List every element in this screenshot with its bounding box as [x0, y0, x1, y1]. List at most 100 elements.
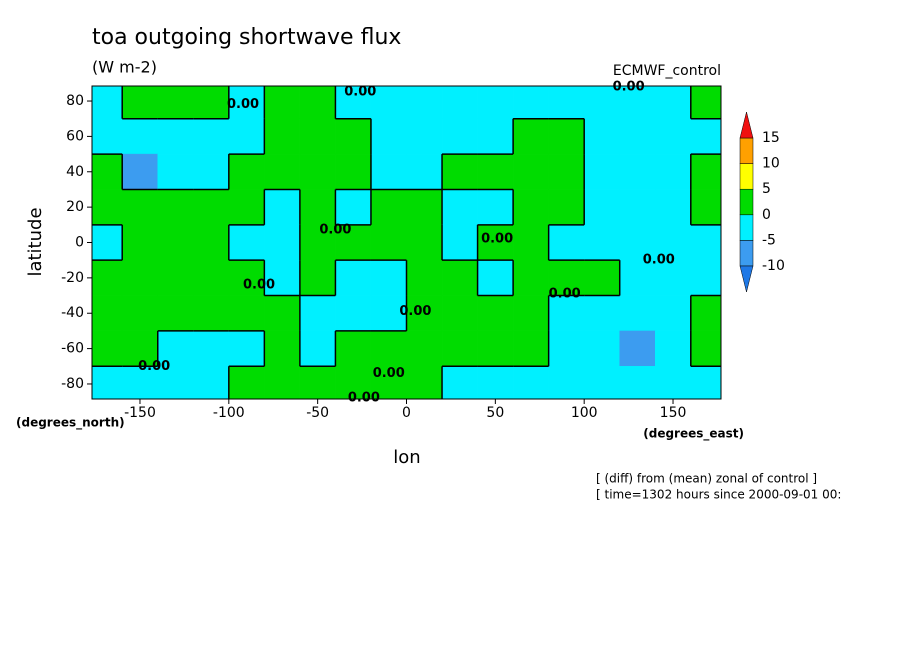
contour-cell: [406, 259, 443, 296]
contour-cell: [477, 189, 514, 226]
contour-cell: [370, 224, 407, 261]
contour-cell: [690, 259, 722, 296]
contour-cell: [121, 259, 158, 296]
contour-cell: [619, 118, 656, 155]
contour-cell: [193, 259, 230, 296]
contour-cell: [157, 366, 194, 400]
contour-cell: [121, 153, 158, 190]
contour-cell: [441, 189, 478, 226]
contour-cell: [619, 330, 656, 367]
contour-cell: [583, 366, 620, 400]
contour-cell: [193, 366, 230, 400]
contour-label: 0.00: [348, 391, 380, 406]
contour-cell: [477, 259, 514, 296]
contour-cell: [512, 118, 549, 155]
contour-cell: [583, 224, 620, 261]
contour-cell: [91, 85, 123, 119]
contour-label: 0.00: [138, 359, 170, 374]
contour-cell: [619, 259, 656, 296]
x-tick-label: 0: [402, 405, 411, 421]
contour-cell: [619, 189, 656, 226]
contour-label: 0.00: [549, 286, 581, 301]
contour-cell: [406, 366, 443, 400]
contour-cell: [583, 330, 620, 367]
contour-cell: [91, 366, 123, 400]
contour-cell: [370, 295, 407, 332]
x-tick-label: -50: [306, 405, 329, 421]
contour-cell: [548, 153, 585, 190]
contour-cell: [264, 153, 301, 190]
contour-cell: [157, 118, 194, 155]
contour-cell: [299, 295, 336, 332]
contour-cell: [91, 224, 123, 261]
contour-cell: [619, 295, 656, 332]
contour-cell: [299, 330, 336, 367]
y-tick-label: -60: [61, 341, 84, 357]
contour-cell: [370, 118, 407, 155]
contour-cell: [335, 259, 372, 296]
x-axis-label: lon: [393, 447, 420, 468]
contour-cell: [406, 153, 443, 190]
contour-cell: [193, 118, 230, 155]
contour-cell: [228, 295, 265, 332]
y-tick-label: 80: [66, 93, 84, 109]
colorbar-label: 10: [762, 156, 780, 172]
contour-cell: [583, 153, 620, 190]
contour-cell: [655, 189, 692, 226]
contour-cell: [299, 224, 336, 261]
contour-cell: [193, 189, 230, 226]
contour-cell: [335, 366, 372, 400]
contour-cell: [264, 330, 301, 367]
y-tick-label: -40: [61, 305, 84, 321]
colorbar-band: [739, 163, 754, 190]
contour-cell: [228, 224, 265, 261]
contour-cell: [193, 153, 230, 190]
colorbar-band: [739, 188, 754, 216]
y-tick-label: 60: [66, 128, 84, 144]
contour-cell: [335, 330, 372, 367]
contour-cell: [583, 295, 620, 332]
contour-cell: [655, 224, 692, 261]
contour-cell: [441, 85, 478, 119]
x-tick-label: -150: [124, 405, 156, 421]
colorbar-over: [739, 111, 754, 139]
contour-cell: [548, 330, 585, 367]
contour-cell: [335, 189, 372, 226]
contour-cell: [548, 118, 585, 155]
contour-cell: [512, 153, 549, 190]
contour-cell: [157, 330, 194, 367]
colorbar-band: [739, 137, 754, 164]
contour-cell: [583, 118, 620, 155]
contour-cell: [264, 295, 301, 332]
contour-cell: [157, 85, 194, 119]
contour-cell: [370, 259, 407, 296]
contour-cell: [370, 153, 407, 190]
y-tick-label: -80: [61, 376, 84, 392]
contour-cell: [441, 118, 478, 155]
contour-cell: [228, 85, 265, 119]
contour-cell: [690, 85, 722, 119]
chart-title: toa outgoing shortwave flux: [92, 25, 401, 50]
contour-cell: [299, 153, 336, 190]
contour-cell: [121, 366, 158, 400]
contour-cell: [619, 366, 656, 400]
contour-cell: [91, 118, 123, 155]
contour-cell: [477, 295, 514, 332]
contour-cell: [690, 366, 722, 400]
contour-cell: [193, 295, 230, 332]
contour-cell: [690, 224, 722, 261]
contour-cell: [441, 366, 478, 400]
colorbar-label: 0: [762, 207, 771, 223]
contour-cell: [193, 85, 230, 119]
contour-label: 0.00: [643, 253, 675, 268]
contour-cell: [655, 330, 692, 367]
contour-cell: [228, 330, 265, 367]
contour-cell: [370, 330, 407, 367]
contour-cell: [690, 295, 722, 332]
contour-cell: [441, 295, 478, 332]
colorbar-label: -10: [762, 258, 785, 274]
contour-cell: [583, 259, 620, 296]
contour-cell: [335, 85, 372, 119]
x-unit-label: (degrees_east): [643, 427, 744, 442]
